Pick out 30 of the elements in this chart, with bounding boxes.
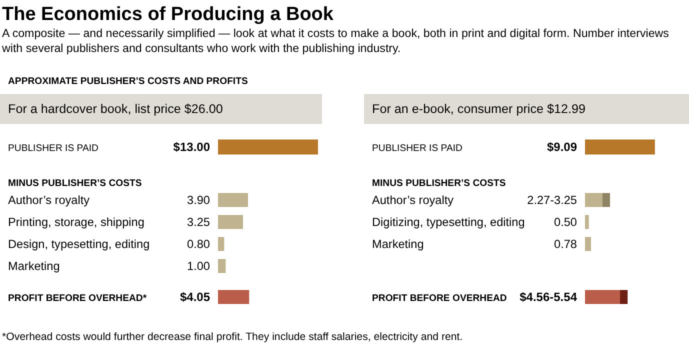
data-label: 2.27-3.25: [527, 193, 578, 207]
data-label: 0.80: [187, 237, 210, 251]
data-label: $13.00: [173, 140, 210, 154]
data-label: 0.78: [554, 237, 578, 251]
text: A composite — and necessarily simplified — look at what it costs to make a book, both in print and digital form. Number interviews with several publishers and consultants who work with the publishing industry.: [1, 26, 670, 56]
data-label: $4.56-5.54: [520, 290, 578, 304]
y-tick-label: Design, typesetting, editing: [8, 237, 150, 251]
y-tick-label: PROFIT BEFORE OVERHEAD: [372, 293, 507, 304]
data-label: $4.05: [180, 290, 210, 304]
y-tick-label: PUBLISHER IS PAID: [8, 143, 99, 154]
data-label: 0.50: [554, 215, 578, 229]
text: For a hardcover book, list price $26.00: [8, 102, 223, 116]
text: *Overhead costs would further decrease final profit. They include staff salaries, electricity and rent.: [2, 331, 463, 343]
y-tick-label: PROFIT BEFORE OVERHEAD*: [8, 293, 147, 304]
y-tick-label: Marketing: [8, 259, 60, 273]
y-tick-label: PUBLISHER IS PAID: [372, 143, 463, 154]
data-label: 3.25: [187, 215, 210, 229]
text: The Economics of Producing a Book: [2, 4, 334, 25]
y-tick-label: Digitizing, typesetting, editing: [372, 215, 525, 229]
y-tick-label: Author’s royalty: [372, 193, 454, 207]
data-label: $9.09: [546, 140, 578, 154]
y-tick-label: MINUS PUBLISHER’S COSTS: [372, 178, 506, 189]
data-label: 1.00: [187, 259, 210, 273]
y-tick-label: Author’s royalty: [8, 193, 90, 207]
y-tick-label: MINUS PUBLISHER’S COSTS: [8, 178, 142, 189]
data-label: 3.90: [187, 193, 210, 207]
y-tick-label: Marketing: [372, 237, 424, 251]
y-tick-label: Printing, storage, shipping: [8, 215, 144, 229]
text: For an e-book, consumer price $12.99: [372, 102, 586, 116]
text: APPROXIMATE PUBLISHER’S COSTS AND PROFITS: [8, 76, 248, 87]
